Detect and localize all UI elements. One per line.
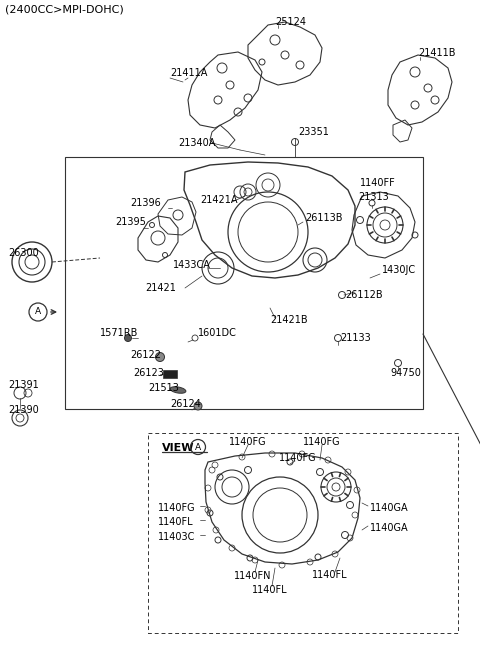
Text: 1140FL: 1140FL xyxy=(312,570,348,580)
Bar xyxy=(148,433,458,633)
Text: 21391: 21391 xyxy=(8,380,39,390)
Text: A: A xyxy=(35,307,41,316)
Text: 21411A: 21411A xyxy=(170,68,207,78)
Text: 1140FG: 1140FG xyxy=(279,453,317,463)
Text: 11403C: 11403C xyxy=(158,532,195,542)
Text: 21421A: 21421A xyxy=(200,195,238,205)
Text: 1430JC: 1430JC xyxy=(382,265,416,275)
Text: (2400CC>MPI-DOHC): (2400CC>MPI-DOHC) xyxy=(5,5,124,15)
Text: 21395: 21395 xyxy=(115,217,146,227)
Text: 1140FG: 1140FG xyxy=(158,503,196,513)
Text: 21390: 21390 xyxy=(8,405,39,415)
Text: 1140FF: 1140FF xyxy=(360,178,396,188)
Text: 23351: 23351 xyxy=(298,127,329,137)
Text: 21313: 21313 xyxy=(358,192,389,202)
Text: 94750: 94750 xyxy=(390,368,421,378)
Circle shape xyxy=(156,352,165,362)
Text: 21421B: 21421B xyxy=(270,315,308,325)
Text: 25124: 25124 xyxy=(275,17,306,27)
Bar xyxy=(65,157,423,409)
Text: 1140FG: 1140FG xyxy=(303,437,341,447)
Text: 1571RB: 1571RB xyxy=(100,328,138,338)
Text: 1433CA: 1433CA xyxy=(173,260,211,270)
Text: 26123: 26123 xyxy=(133,368,164,378)
Text: 26113B: 26113B xyxy=(305,213,343,223)
Bar xyxy=(163,370,177,378)
Circle shape xyxy=(124,335,132,341)
Text: 1140GA: 1140GA xyxy=(370,523,408,533)
Text: 21411B: 21411B xyxy=(418,48,456,58)
Text: 21513: 21513 xyxy=(148,383,179,393)
Text: 1140FL: 1140FL xyxy=(252,585,288,595)
Text: 1140FL: 1140FL xyxy=(158,517,193,527)
Ellipse shape xyxy=(170,386,186,393)
Text: 1140FG: 1140FG xyxy=(229,437,267,447)
Text: 26300: 26300 xyxy=(8,248,39,258)
Text: 1140FN: 1140FN xyxy=(234,571,272,581)
Text: 21133: 21133 xyxy=(340,333,371,343)
Text: 26122: 26122 xyxy=(130,350,161,360)
Circle shape xyxy=(194,402,202,410)
Text: A: A xyxy=(195,443,201,451)
Text: 1601DC: 1601DC xyxy=(198,328,237,338)
Text: 21421: 21421 xyxy=(145,283,176,293)
Text: 1140GA: 1140GA xyxy=(370,503,408,513)
Text: 21396: 21396 xyxy=(130,198,161,208)
Text: VIEW: VIEW xyxy=(162,443,194,453)
Text: 26124: 26124 xyxy=(170,399,201,409)
Text: 26112B: 26112B xyxy=(345,290,383,300)
Text: 21340A: 21340A xyxy=(178,138,216,148)
